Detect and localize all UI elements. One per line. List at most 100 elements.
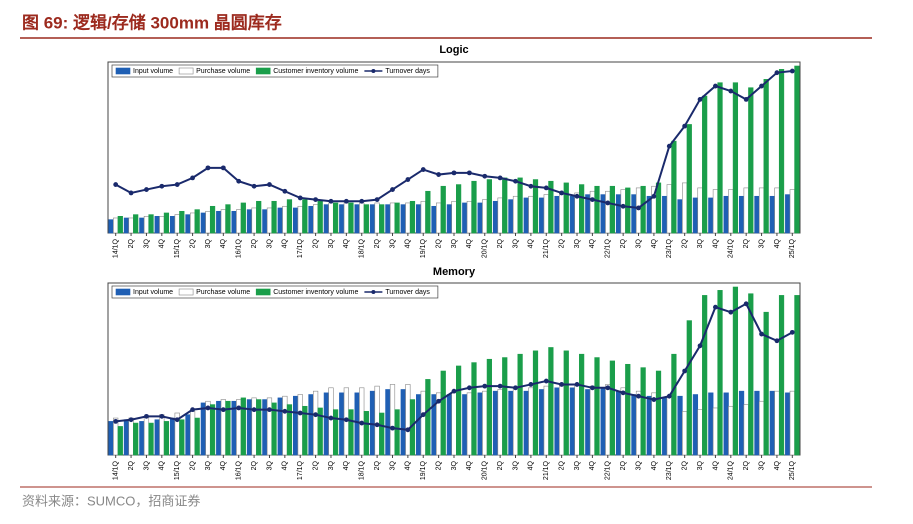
legend-swatch (115, 288, 131, 296)
line-point (759, 331, 764, 337)
bar (528, 195, 534, 234)
bar (231, 210, 237, 234)
bar (209, 404, 216, 456)
x-tick-label: 3Q (266, 238, 273, 248)
bar (662, 397, 668, 456)
bar (179, 419, 185, 456)
legend-label: Turnover days (385, 289, 430, 296)
bar (139, 421, 145, 456)
bar (517, 353, 523, 456)
bar (728, 405, 734, 456)
bar (532, 350, 539, 456)
bar (108, 219, 114, 234)
line-point (267, 407, 272, 413)
bar (379, 204, 385, 234)
bar (133, 214, 139, 234)
bar (686, 124, 692, 234)
legend-label: Customer inventory volume (273, 289, 358, 296)
bar (220, 209, 226, 234)
x-tick-label: 17/1Q (297, 238, 304, 258)
bar (332, 409, 339, 456)
legend-label: Input volume (133, 68, 173, 75)
line-point (559, 190, 565, 196)
line-point (513, 178, 518, 184)
line-point (651, 397, 657, 402)
x-tick-label: 4Q (220, 460, 227, 470)
bar (379, 412, 385, 456)
bar (256, 399, 262, 456)
x-tick-label: 4Q (282, 238, 289, 248)
chart-title: Logic (439, 44, 468, 56)
x-tick-label: 22/1Q (605, 238, 612, 258)
bar (271, 402, 277, 456)
line-point (343, 417, 349, 423)
line-point (174, 417, 180, 423)
bar (579, 353, 585, 456)
bar (778, 295, 785, 456)
line-point (605, 385, 611, 391)
bar (789, 189, 795, 234)
bar (297, 394, 303, 456)
bar (554, 195, 560, 234)
x-tick-label: 3Q (635, 238, 642, 248)
line-point (682, 123, 688, 129)
x-tick-label: 3Q (266, 460, 273, 470)
line-point (651, 193, 657, 199)
legend-swatch (178, 67, 194, 75)
x-tick-label: 2Q (620, 238, 627, 248)
line-point (113, 182, 119, 187)
line-point (159, 183, 165, 189)
bar (308, 394, 314, 456)
x-tick-label: 4Q (466, 238, 473, 248)
bar (728, 189, 734, 234)
x-tick-label: 3Q (389, 238, 396, 248)
bar (251, 207, 257, 234)
x-tick-label: 4Q (343, 238, 350, 248)
line-point (743, 97, 749, 102)
bar (389, 202, 396, 234)
line-point (543, 378, 549, 384)
bar (363, 411, 369, 456)
bar (148, 214, 154, 234)
line-point (113, 419, 119, 424)
bar (117, 426, 123, 456)
bar (348, 409, 354, 456)
bar (609, 185, 615, 234)
bar (497, 389, 503, 456)
bar (662, 195, 668, 234)
x-tick-label: 4Q (651, 460, 658, 470)
x-tick-label: 3Q (512, 460, 519, 470)
line-point (220, 407, 226, 413)
bar (477, 392, 483, 456)
bar (712, 189, 719, 234)
line-point (405, 177, 411, 182)
bar (738, 195, 745, 234)
bar (389, 384, 396, 456)
bar (343, 202, 349, 234)
bar (523, 390, 529, 456)
line-point (590, 385, 595, 391)
x-tick-label: 2Q (312, 460, 319, 470)
bar (732, 286, 739, 456)
bar (651, 392, 657, 456)
bar (769, 195, 775, 234)
bar (512, 387, 519, 456)
bar (732, 82, 739, 234)
bar (251, 397, 257, 456)
x-tick-label: 15/1Q (174, 460, 181, 480)
x-tick-label: 2Q (558, 238, 565, 248)
bar (528, 387, 534, 456)
bar (697, 409, 703, 456)
line-point (205, 405, 211, 411)
x-tick-label: 23/1Q (666, 238, 673, 258)
page-title: 图 69: 逻辑/存储 300mm 晶圆库存 (22, 12, 282, 32)
bar (677, 395, 683, 456)
bar (702, 295, 708, 456)
bar (620, 387, 626, 456)
line-point (174, 182, 180, 187)
line-point (528, 183, 534, 189)
bar (508, 199, 514, 234)
bar (594, 185, 600, 234)
bar (640, 185, 646, 234)
bar (508, 390, 514, 456)
